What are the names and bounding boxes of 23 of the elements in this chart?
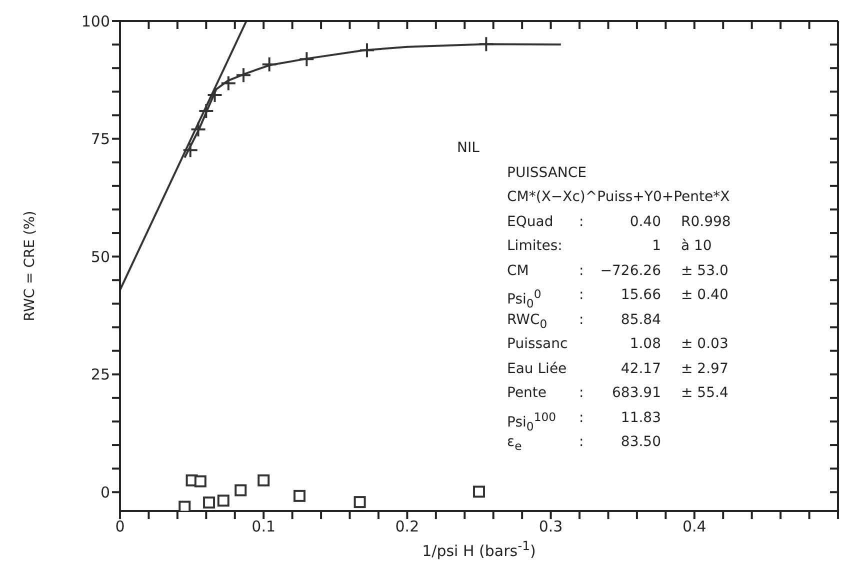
y-tick-label: 75 xyxy=(90,130,110,148)
y-axis-title: RWC = CRE (%) xyxy=(22,210,38,322)
text: Puissanc 1.08 ± 0.03 xyxy=(507,336,728,352)
x-tick-label: 0.1 xyxy=(252,518,276,536)
y-tick-label: 100 xyxy=(81,12,110,30)
text: CM : −726.26 ± 53.0 xyxy=(507,262,728,278)
x-tick-label: 0.2 xyxy=(395,518,420,536)
x-tick-label: 0 xyxy=(115,518,125,536)
text: Limites: 1 à 10 xyxy=(507,238,712,254)
y-tick-label: 50 xyxy=(90,248,110,266)
text: Pente : 683.91 ± 55.4 xyxy=(507,385,728,401)
text: Eau Liée 42.17 ± 2.97 xyxy=(507,360,728,376)
x-tick-label: 0.3 xyxy=(538,518,563,536)
y-tick-label: 25 xyxy=(90,366,110,384)
annotation: PUISSANCE xyxy=(507,164,588,182)
text: ε$_{e}$ : 83.50 xyxy=(507,434,661,453)
annotation: NIL xyxy=(457,140,480,158)
text: EQuad : 0.40 R0.998 xyxy=(507,214,731,230)
annotation: CM*(X−Xc)^Puiss+Y0+Pente*X xyxy=(507,189,731,207)
x-tick-label: 0.4 xyxy=(682,518,706,536)
y-tick-label: 0 xyxy=(100,483,110,502)
x-axis-title: 1/psi H (bars$^{-1}$) xyxy=(421,538,537,560)
text: RWC$_{0}$ : 85.84 xyxy=(507,312,661,330)
